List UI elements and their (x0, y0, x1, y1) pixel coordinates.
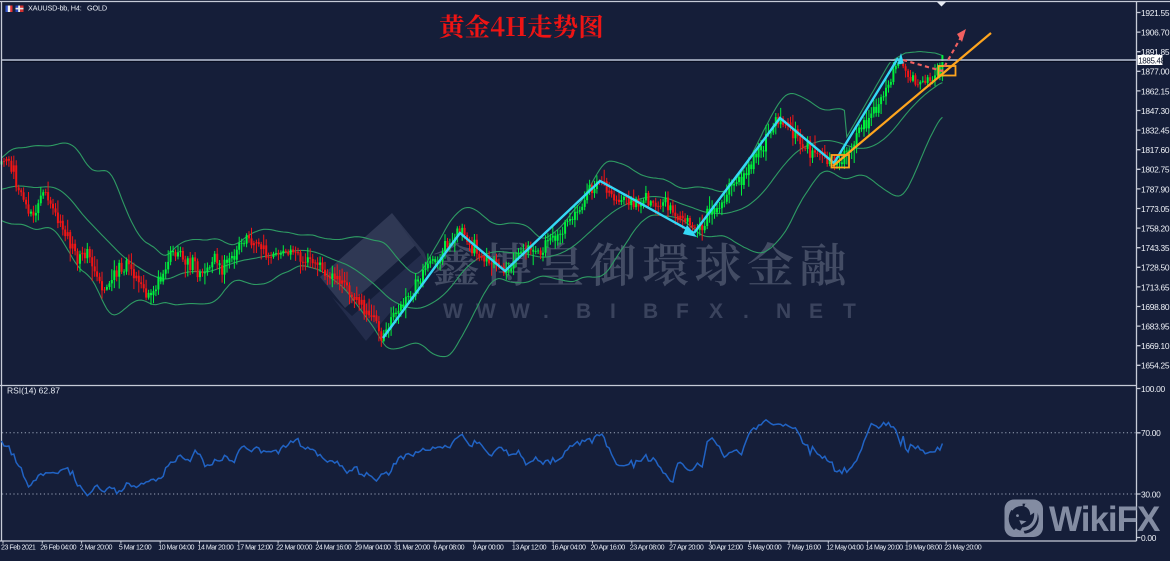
svg-text:10 Mar 04:00: 10 Mar 04:00 (158, 544, 194, 552)
svg-text:1698.80: 1698.80 (1141, 302, 1170, 312)
svg-text:W: W (476, 300, 496, 323)
svg-text:20 Apr 16:00: 20 Apr 16:00 (591, 544, 626, 552)
svg-text:1758.20: 1758.20 (1141, 224, 1170, 234)
svg-text:1654.25: 1654.25 (1141, 361, 1170, 371)
svg-text:1817.60: 1817.60 (1141, 145, 1170, 155)
svg-text:T: T (843, 300, 856, 323)
svg-text:N: N (776, 300, 791, 323)
svg-text:30 Apr 12:00: 30 Apr 12:00 (708, 544, 743, 552)
svg-text:1891.85: 1891.85 (1141, 47, 1170, 57)
svg-text:RSI(14) 62.87: RSI(14) 62.87 (7, 386, 60, 396)
svg-text:23 Feb 2021: 23 Feb 2021 (1, 544, 36, 552)
svg-text:1802.75: 1802.75 (1141, 165, 1170, 175)
svg-text:70.00: 70.00 (1141, 428, 1161, 438)
svg-text:6 Apr 08:00: 6 Apr 08:00 (433, 544, 464, 552)
svg-text:23 Apr 08:00: 23 Apr 08:00 (630, 544, 665, 552)
svg-text:XAUUSD-bb, H4: GOLD: XAUUSD-bb, H4: GOLD (28, 4, 107, 13)
svg-text:17 Mar 12:00: 17 Mar 12:00 (237, 544, 273, 552)
svg-text:.: . (743, 300, 749, 323)
svg-text:B: B (643, 300, 658, 323)
svg-text:100.00: 100.00 (1141, 384, 1165, 394)
svg-text:22 Mar 00:00: 22 Mar 00:00 (276, 544, 312, 552)
svg-text:1773.05: 1773.05 (1141, 204, 1170, 214)
svg-text:7 May 16:00: 7 May 16:00 (787, 544, 821, 552)
svg-text:1669.10: 1669.10 (1141, 341, 1170, 351)
svg-text:WikiFX: WikiFX (1049, 500, 1161, 539)
svg-text:E: E (809, 300, 823, 323)
svg-text:1921.55: 1921.55 (1141, 8, 1170, 18)
svg-text:1832.45: 1832.45 (1141, 126, 1170, 136)
svg-text:19 May 08:00: 19 May 08:00 (905, 544, 943, 552)
svg-text:31 Mar 20:00: 31 Mar 20:00 (394, 544, 430, 552)
svg-text:5 May 00:00: 5 May 00:00 (748, 544, 782, 552)
svg-text:B: B (576, 300, 591, 323)
svg-text:1877.00: 1877.00 (1141, 67, 1170, 77)
svg-text:W: W (510, 300, 530, 323)
svg-text:1862.15: 1862.15 (1141, 86, 1170, 96)
svg-text:X: X (709, 300, 723, 323)
svg-text:24 Mar 16:00: 24 Mar 16:00 (315, 544, 351, 552)
svg-text:2 Mar 20:00: 2 Mar 20:00 (80, 544, 113, 552)
svg-text:W: W (443, 300, 463, 323)
svg-text:1885.48: 1885.48 (1138, 56, 1165, 65)
svg-text:1847.30: 1847.30 (1141, 106, 1170, 116)
svg-text:12 May 04:00: 12 May 04:00 (826, 544, 864, 552)
svg-text:30.00: 30.00 (1141, 489, 1161, 499)
svg-text:F: F (676, 300, 689, 323)
svg-text:16 Apr 04:00: 16 Apr 04:00 (551, 544, 586, 552)
svg-text:.: . (543, 300, 549, 323)
svg-text:I: I (610, 300, 616, 323)
svg-text:0.00: 0.00 (1141, 533, 1157, 543)
svg-text:1906.70: 1906.70 (1141, 28, 1170, 38)
svg-text:26 Feb 04:00: 26 Feb 04:00 (40, 544, 76, 552)
svg-text:9 Apr 00:00: 9 Apr 00:00 (473, 544, 504, 552)
svg-text:5 Mar 12:00: 5 Mar 12:00 (119, 544, 152, 552)
svg-text:1787.90: 1787.90 (1141, 184, 1170, 194)
svg-text:1743.35: 1743.35 (1141, 243, 1170, 253)
svg-text:1683.95: 1683.95 (1141, 322, 1170, 332)
svg-text:29 Mar 04:00: 29 Mar 04:00 (355, 544, 391, 552)
svg-text:14 May 20:00: 14 May 20:00 (866, 544, 904, 552)
svg-text:1713.65: 1713.65 (1141, 282, 1170, 292)
svg-text:1728.50: 1728.50 (1141, 263, 1170, 273)
svg-text:27 Apr 20:00: 27 Apr 20:00 (669, 544, 704, 552)
svg-text:23 May 20:00: 23 May 20:00 (944, 544, 982, 552)
svg-text:13 Apr 12:00: 13 Apr 12:00 (512, 544, 547, 552)
svg-text:14 Mar 20:00: 14 Mar 20:00 (198, 544, 234, 552)
